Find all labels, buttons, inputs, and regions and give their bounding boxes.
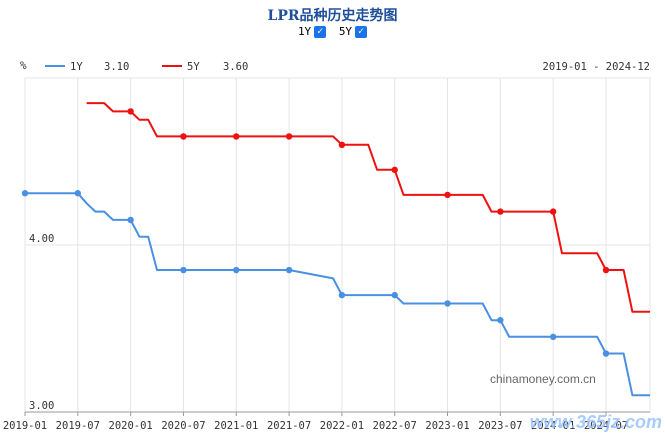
unit-label: % [20, 59, 27, 72]
data-point-5y[interactable] [549, 208, 557, 215]
data-point-1y[interactable] [180, 266, 187, 274]
y-tick-label: 4.00 [29, 233, 54, 245]
y-tick-label: 3.00 [29, 400, 54, 412]
data-point-1y[interactable] [444, 300, 451, 307]
toggle-5y[interactable]: 5Y ✓ [338, 25, 368, 38]
data-point-5y[interactable] [233, 133, 240, 140]
data-point-5y[interactable] [127, 108, 134, 115]
data-point-5y[interactable] [391, 166, 398, 174]
toggle-1y-label: 1Y [297, 25, 312, 38]
axes [24, 411, 650, 416]
x-tick-label: 2022-07 [373, 420, 417, 432]
x-tick-label: 2023-07 [478, 420, 522, 432]
x-tick-label: 2024-01 [531, 420, 575, 432]
data-point-1y[interactable] [233, 266, 240, 274]
series-lines [21, 102, 650, 397]
data-point-1y[interactable] [74, 190, 82, 197]
data-point-5y[interactable] [497, 208, 504, 215]
toggle-5y-label: 5Y [338, 25, 353, 38]
checkbox-1y-checked-icon[interactable]: ✓ [314, 25, 327, 38]
x-tick-label: 2024-07 [584, 420, 628, 432]
data-point-5y[interactable] [602, 266, 610, 274]
x-tick-label: 2023-01 [425, 420, 469, 432]
legend-1y-name: 1Y [70, 61, 83, 73]
legend-1y-value: 3.10 [104, 61, 129, 73]
x-tick-label: 2019-07 [56, 420, 100, 432]
date-range: 2019-01 - 2024-12 [543, 61, 650, 73]
data-point-1y[interactable] [602, 350, 610, 357]
data-point-1y[interactable] [497, 316, 504, 324]
x-tick-label: 2021-01 [214, 420, 258, 432]
source-watermark: chinamoney.com.cn [490, 372, 596, 386]
checkbox-5y-checked-icon[interactable]: ✓ [355, 25, 368, 38]
data-point-1y[interactable] [391, 291, 398, 299]
series-line-5y [86, 102, 650, 313]
tick-labels: 2019-01 2019-07 2020-01 2020-07 2021-01 2021-… [3, 233, 628, 432]
data-point-5y[interactable] [444, 191, 451, 199]
data-point-1y[interactable] [549, 333, 557, 341]
toggle-1y[interactable]: 1Y ✓ [297, 25, 327, 38]
chart-title: LPR品种历史走势图 [267, 8, 398, 24]
data-point-1y[interactable] [127, 216, 134, 224]
site-watermark: www.365jz.com [530, 412, 662, 432]
data-point-1y[interactable] [338, 291, 346, 299]
data-point-5y[interactable] [285, 133, 293, 140]
series-toggles: 1Y ✓ 5Y ✓ [0, 25, 665, 38]
x-tick-label: 2020-07 [161, 420, 205, 432]
x-tick-label: 2021-07 [267, 420, 311, 432]
x-tick-label: 2022-01 [320, 420, 364, 432]
legend-5y-name: 5Y [187, 61, 200, 73]
legend-5y-value: 3.60 [223, 61, 248, 73]
data-point-1y[interactable] [285, 266, 293, 274]
x-tick-label: 2019-01 [3, 420, 47, 432]
x-tick-label: 2020-01 [109, 420, 153, 432]
data-point-5y[interactable] [180, 133, 187, 140]
grid-lines [24, 77, 651, 413]
data-point-5y[interactable] [338, 141, 346, 148]
data-point-1y[interactable] [21, 190, 29, 197]
